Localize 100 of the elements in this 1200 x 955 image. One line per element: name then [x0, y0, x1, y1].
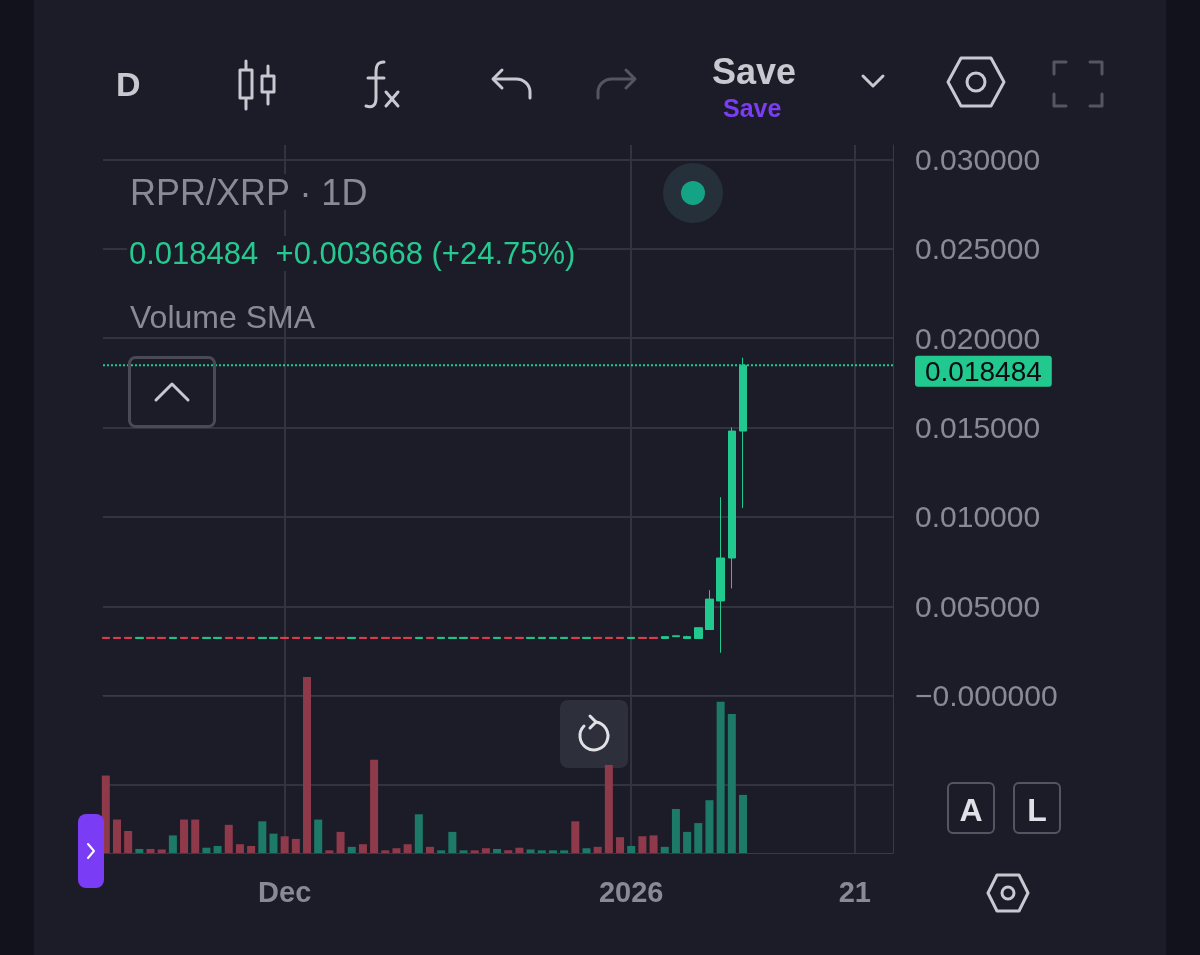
candlestick: [135, 636, 144, 640]
bar: [247, 845, 256, 853]
candlestick: [157, 636, 166, 640]
bar: [649, 835, 658, 853]
bar: [213, 845, 222, 853]
bar: [191, 819, 200, 853]
candlestick: [124, 636, 132, 640]
y-tick-label: −0.000000: [915, 679, 1058, 713]
bar: [381, 850, 390, 853]
bar: [571, 821, 580, 853]
bar: [425, 846, 434, 853]
y-tick-label: 0.010000: [915, 500, 1041, 534]
candlestick: [694, 627, 703, 639]
bar: [627, 845, 636, 853]
bar: [705, 800, 714, 853]
bar: [180, 819, 189, 853]
candlestick: [292, 636, 300, 640]
bar: [671, 809, 680, 853]
bar: [258, 821, 267, 853]
candlestick: [448, 636, 457, 640]
candlestick: [191, 636, 199, 640]
y-tick-label: 0.030000: [915, 142, 1041, 176]
bar: [291, 838, 300, 853]
bar: [683, 831, 692, 853]
bar: [314, 819, 323, 853]
bar: [660, 846, 669, 853]
bar: [638, 836, 647, 853]
candlestick: [102, 636, 110, 640]
candlestick: [202, 636, 211, 640]
candlestick: [303, 636, 311, 640]
candlestick: [280, 636, 289, 640]
bar: [548, 850, 557, 853]
candlestick: [146, 636, 155, 640]
text: Save: [712, 50, 797, 94]
bar: [112, 819, 121, 853]
candlestick: [627, 636, 635, 640]
y-tick-label: 0.005000: [915, 589, 1041, 623]
candlestick: [437, 636, 445, 640]
candlestick: [247, 636, 255, 640]
candlestick: [661, 636, 669, 639]
text: RPR/XRP · 1D: [130, 171, 368, 213]
bar: [560, 850, 569, 853]
y-tick-label: 0.020000: [915, 321, 1041, 355]
bar: [124, 831, 133, 853]
candlestick: [359, 636, 367, 640]
candlestick: [493, 636, 501, 640]
candlestick: [314, 636, 322, 640]
bar: [157, 849, 166, 853]
bar: [280, 836, 289, 853]
bar: [694, 823, 703, 853]
candlestick: [526, 636, 535, 640]
text: D: [116, 64, 141, 105]
bar: [135, 848, 144, 853]
bar: [739, 794, 748, 853]
bar: [414, 814, 423, 853]
bar: [459, 850, 468, 853]
y-tick-label: 0.025000: [915, 232, 1041, 266]
text: A: [947, 782, 995, 834]
candlestick: [370, 636, 378, 640]
candlestick: [225, 636, 233, 640]
bar: [224, 824, 233, 853]
bar: [504, 850, 513, 853]
y-tick-label: 0.015000: [915, 410, 1041, 444]
bar: [604, 765, 613, 853]
bar: [235, 844, 244, 853]
bar: [470, 850, 479, 853]
candlestick: [605, 636, 613, 640]
candlestick: [571, 636, 580, 640]
text: L: [1013, 782, 1061, 834]
bar: [269, 833, 278, 853]
candlestick: [538, 636, 546, 640]
candlestick: [672, 635, 680, 638]
candlestick: [515, 636, 524, 640]
bar: [493, 848, 502, 853]
candlestick: [705, 589, 714, 631]
candlestick: [236, 636, 244, 640]
x-tick-label: 2026: [598, 875, 664, 908]
candlestick: [403, 636, 412, 640]
candlestick: [180, 636, 188, 640]
candlestick: [593, 636, 602, 640]
bar: [202, 847, 211, 853]
bar: [593, 846, 602, 853]
ref-line-label: 0.018484: [925, 355, 1042, 387]
bar: [303, 677, 312, 853]
bar: [716, 701, 725, 853]
bar: [515, 847, 524, 853]
candlestick: [426, 636, 434, 640]
candlestick: [113, 636, 121, 640]
candlestick: [549, 636, 557, 640]
candlestick: [169, 636, 177, 640]
bar: [358, 844, 367, 853]
bar: [448, 831, 457, 853]
candlestick: [213, 636, 222, 640]
x-tick-label: 21: [838, 875, 871, 908]
x-tick-label: Dec: [258, 875, 312, 908]
bar: [403, 844, 412, 853]
candlestick: [347, 636, 356, 640]
bar: [347, 846, 356, 853]
bar: [616, 837, 625, 853]
candlestick: [560, 636, 568, 640]
